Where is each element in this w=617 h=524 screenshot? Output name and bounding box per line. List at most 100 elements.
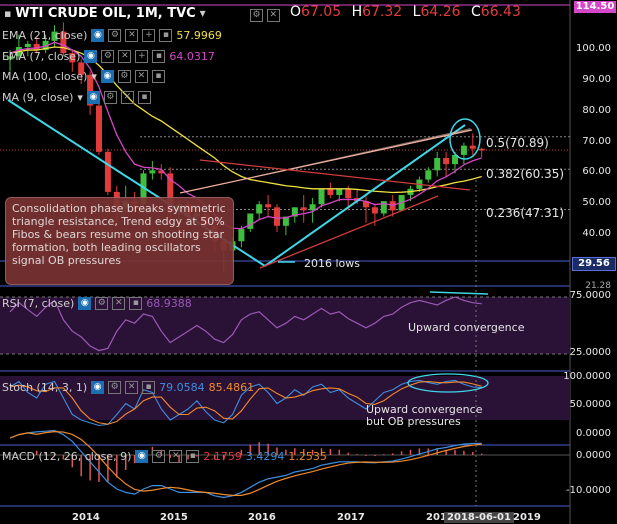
rsi-tick: 75.0000 [569, 290, 611, 301]
close-icon[interactable]: ✕ [112, 297, 126, 310]
rsi-tick: 25.0000 [569, 347, 611, 358]
legend-ema7[interactable]: EMA (7, close) ◉ ⚙ ✕ + ▪ 64.0317 [2, 50, 215, 63]
more-icon[interactable]: ▪ [142, 381, 156, 394]
candle-body [434, 157, 441, 171]
macd-tick: -10.0000 [566, 485, 611, 496]
candle-body [167, 173, 174, 211]
stoch-d-value: 85.4861 [208, 381, 255, 394]
eye-icon[interactable]: ◉ [100, 70, 114, 83]
triangle-support [259, 195, 439, 269]
header-tools: ⚙ ✕ [250, 6, 280, 22]
close-icon[interactable]: ✕ [120, 91, 134, 104]
time-tick: 2016 [248, 512, 276, 523]
chevron-down-icon[interactable]: ▾ [199, 6, 206, 20]
candle-body [469, 145, 476, 149]
indicator-panes [0, 180, 570, 506]
more-icon[interactable]: ▪ [137, 91, 151, 104]
close-icon[interactable]: ✕ [169, 450, 183, 463]
candle-body [327, 188, 334, 195]
price-tick: 40.00 [582, 228, 611, 239]
ma9-label: MA (9, close) [2, 91, 74, 104]
price-tick: 50.00 [582, 197, 611, 208]
macd-v3: 1.2535 [288, 450, 327, 463]
lows-annotation: 2016 lows [304, 257, 361, 270]
ohlc-close-key: C [471, 4, 481, 20]
candle-body [478, 148, 485, 151]
close-icon[interactable]: ✕ [125, 381, 139, 394]
stoch-circle [407, 373, 489, 393]
rsi-line [9, 296, 482, 352]
trend-line-up [264, 124, 466, 267]
price-tick: 90.00 [582, 74, 611, 85]
close-icon[interactable]: ✕ [134, 70, 148, 83]
price-tick: 70.00 [582, 136, 611, 147]
close-icon[interactable]: ✕ [125, 29, 139, 42]
ohlc-readout: O67.05 H67.32 L64.26 C66.43 [290, 4, 521, 20]
price-tick: 80.00 [582, 105, 611, 116]
fib-label-382: 0.382(60.35) [486, 167, 565, 181]
legend-ma100[interactable]: MA (100, close) ▾ ◉ ⚙ ✕ ▪ [2, 70, 165, 83]
candle-body [69, 53, 76, 63]
settings-icon[interactable]: ⚙ [95, 297, 109, 310]
eye-icon[interactable]: ◉ [86, 91, 100, 104]
time-tick: 201 [426, 512, 447, 523]
more-icon[interactable]: ▪ [159, 29, 173, 42]
candle-body [140, 173, 147, 205]
macd-label: MACD (12, 26, close, 9) [2, 450, 132, 463]
settings-icon[interactable]: ⚙ [250, 9, 263, 22]
chevron-down-icon[interactable]: ▾ [91, 70, 97, 83]
settings-icon[interactable]: ⚙ [103, 91, 117, 104]
symbol-header[interactable]: ▪ WTI CRUDE OIL, 1M, TVC ▾ [4, 6, 206, 21]
stoch-d-line [9, 380, 482, 425]
more-icon[interactable]: ▪ [152, 50, 166, 63]
analysis-note: Consolidation phase breaks symmetric tri… [5, 197, 234, 285]
price-tick: 60.00 [582, 166, 611, 177]
eye-icon[interactable]: ◉ [135, 450, 149, 463]
eye-icon[interactable]: ◉ [91, 381, 105, 394]
rsi-arrow [429, 291, 489, 295]
candle-body [87, 74, 94, 106]
rsi-value: 68.9388 [146, 297, 192, 310]
stoch-tick: 100.0000 [563, 371, 611, 382]
candle-body [291, 207, 298, 217]
eye-icon[interactable]: ◉ [91, 29, 105, 42]
stoch-k-line [9, 379, 482, 427]
legend-rsi[interactable]: RSI (7, close) ◉ ⚙ ✕ ▪ 68.9388 [2, 297, 192, 310]
ema21-value: 57.9969 [176, 29, 222, 42]
legend-ema21[interactable]: EMA (21, close) ◉ ⚙ ✕ + ▪ 57.9969 [2, 29, 222, 42]
plus-icon[interactable]: + [142, 29, 156, 42]
candle-body [51, 31, 58, 41]
settings-icon[interactable]: ⚙ [101, 50, 115, 63]
plus-icon[interactable]: + [135, 50, 149, 63]
settings-icon[interactable]: ⚙ [152, 450, 166, 463]
settings-icon[interactable]: ⚙ [108, 381, 122, 394]
more-icon[interactable]: ▪ [151, 70, 165, 83]
legend-ma9[interactable]: MA (9, close) ▾ ◉ ⚙ ✕ ▪ [2, 91, 151, 104]
candle-body [78, 62, 85, 75]
chevron-down-icon[interactable]: ▾ [77, 91, 83, 104]
rsi-annotation: Upward convergence [408, 321, 525, 334]
candle-body [309, 204, 316, 211]
collapse-icon[interactable]: ▪ [4, 7, 12, 20]
close-icon[interactable]: ✕ [266, 9, 280, 22]
settings-icon[interactable]: ⚙ [108, 29, 122, 42]
time-cursor-label: 2018-06-01 [444, 512, 514, 523]
stoch-tick: 0.0000 [576, 428, 611, 439]
eye-icon[interactable]: ◉ [84, 50, 98, 63]
settings-icon[interactable]: ⚙ [117, 70, 131, 83]
time-tick: 2017 [337, 512, 365, 523]
more-icon[interactable]: ▪ [129, 297, 143, 310]
candle-body [96, 105, 102, 152]
candle-body [425, 170, 432, 180]
legend-macd[interactable]: MACD (12, 26, close, 9) ◉ ⚙ ✕ ▪ 2.1759 3… [2, 450, 327, 463]
more-icon[interactable]: ▪ [186, 450, 200, 463]
stoch-k-value: 79.0584 [159, 381, 205, 394]
rsi-band [0, 297, 570, 354]
legend-stoch[interactable]: Stoch (14, 3, 1) ◉ ⚙ ✕ ▪ 79.0584 85.4861 [2, 381, 254, 394]
candle-body [158, 170, 165, 174]
close-icon[interactable]: ✕ [118, 50, 132, 63]
candle-body [24, 43, 31, 47]
eye-icon[interactable]: ◉ [78, 297, 92, 310]
candle-body [336, 188, 343, 195]
